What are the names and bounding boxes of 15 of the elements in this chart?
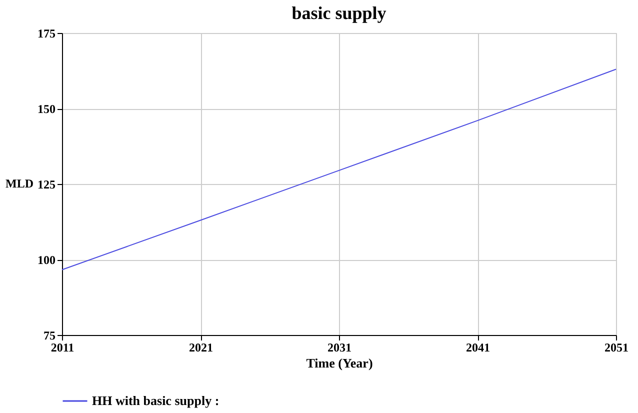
x-tick-label: 2011 <box>50 340 74 354</box>
y-axis-title: MLD <box>6 176 34 190</box>
x-axis-title: Time (Year) <box>306 356 373 370</box>
y-tick-label: 125 <box>38 178 56 192</box>
x-tick-label: 2021 <box>189 340 213 354</box>
y-tick-label: 100 <box>38 253 56 267</box>
x-tick-label: 2041 <box>466 340 490 354</box>
y-tick-label: 175 <box>38 26 56 40</box>
x-tick-label: 2031 <box>328 340 352 354</box>
x-tick-label: 2051 <box>604 340 628 354</box>
y-tick-label: 75 <box>44 328 56 342</box>
y-tick-label: 150 <box>38 102 56 116</box>
chart-title: basic supply <box>292 3 386 23</box>
legend-label: HH with basic supply : <box>92 393 220 408</box>
line-series <box>62 68 616 270</box>
